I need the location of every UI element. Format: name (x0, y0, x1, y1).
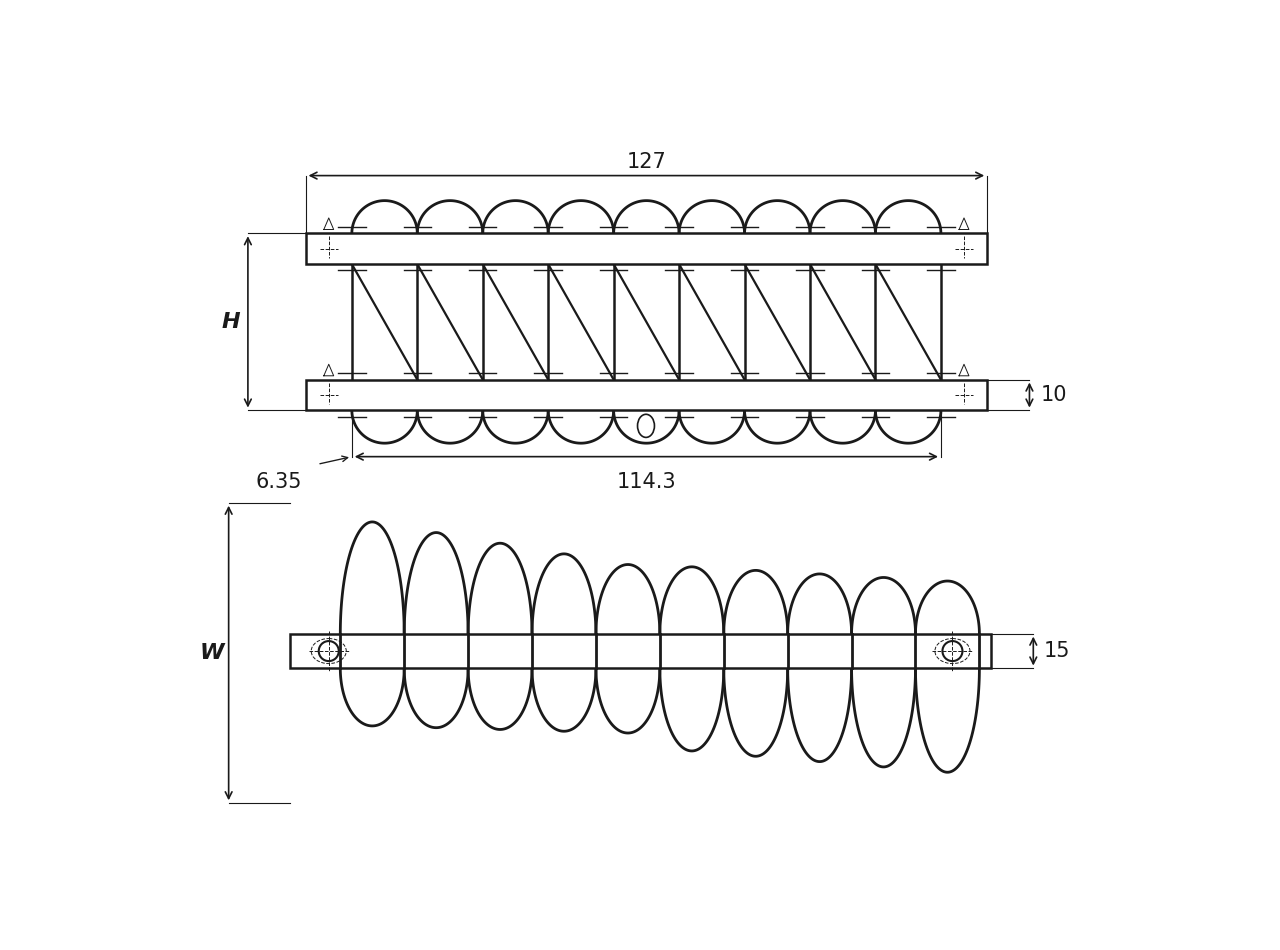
Text: 114.3: 114.3 (617, 472, 676, 492)
Ellipse shape (637, 414, 654, 437)
Bar (306, 234, 987, 264)
Text: 15: 15 (1044, 641, 1070, 661)
Bar (306, 380, 987, 410)
Text: 6.35: 6.35 (255, 472, 302, 492)
Bar (291, 634, 991, 669)
Text: 127: 127 (626, 152, 667, 172)
Text: H: H (221, 312, 241, 332)
Text: W: W (200, 643, 224, 663)
Text: 10: 10 (1041, 385, 1066, 405)
